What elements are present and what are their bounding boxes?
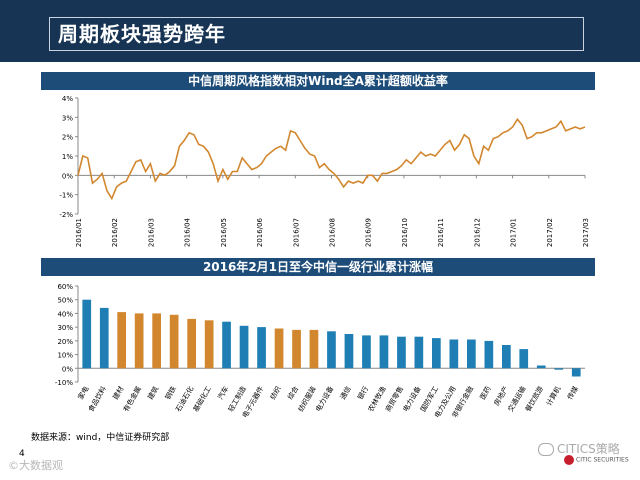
bar-chart-bar	[204, 320, 214, 369]
line-chart-x-tick-label: 2016/10	[401, 218, 409, 247]
line-chart-y-tick-label: 3%	[62, 114, 73, 122]
line-chart-x-tick-label: 2017/03	[582, 218, 590, 247]
bar-chart-bar	[571, 368, 581, 377]
bar-chart-x-tick-label: 医药	[478, 385, 493, 402]
line-chart-x-tick-label: 2016/08	[329, 218, 337, 247]
line-chart-y-tick-label: 0%	[62, 172, 73, 180]
bar-chart-bar	[467, 339, 476, 369]
watermark-left: ©大数据观	[8, 459, 63, 472]
bar-chart-x-tick-label: 房地产	[492, 385, 510, 408]
data-source: 数据来源：wind，中信证券研究部	[31, 433, 170, 443]
watermark-right-text: CITICS策略	[557, 442, 620, 456]
bar-chart-bar	[362, 335, 371, 369]
header-bar: 周期板块强势跨年	[0, 0, 640, 62]
bar-chart-x-tick-label: 银行	[355, 385, 370, 402]
bar-chart-x-tick-label: 综合	[285, 385, 300, 402]
bar-chart-bar	[239, 325, 249, 369]
bar-chart-bar	[99, 307, 109, 369]
line-chart-y-tick-label: -2%	[59, 211, 73, 219]
company-logo: CITIC SECURITIES	[564, 455, 629, 465]
bar-chart-bar	[379, 335, 389, 369]
watermark-right: CITICS策略	[538, 440, 620, 457]
bar-chart-bar	[414, 336, 424, 369]
bar-chart-bar	[152, 313, 161, 369]
page-number: 4	[19, 449, 25, 459]
bar-chart-bar	[449, 339, 459, 369]
bar-chart-x-tick-label: 汽车	[216, 385, 231, 402]
bar-chart-y-tick-label: 50%	[57, 297, 73, 305]
bar-chart-y-tick-label: 60%	[57, 283, 73, 291]
bar-chart-bar	[134, 313, 144, 369]
bar-chart-bar	[432, 338, 441, 369]
bar-chart-bar	[187, 318, 196, 369]
bar-chart-x-tick-label: 传媒	[565, 385, 580, 402]
bar-chart-bar	[554, 368, 564, 370]
slide-title: 周期板块强势跨年	[58, 22, 226, 46]
bar-chart-title: 2016年2月1日至今中信一级行业累计涨幅	[41, 258, 595, 276]
line-chart-x-tick-label: 2016/02	[111, 218, 119, 247]
line-chart-y-tick-label: 1%	[62, 153, 73, 161]
line-chart-x-tick-label: 2016/07	[292, 218, 300, 247]
bar-chart-bar	[117, 312, 126, 369]
line-chart-x-tick-label: 2016/09	[365, 218, 373, 247]
logo-text: CITIC SECURITIES	[576, 456, 629, 464]
bar-chart-bar	[344, 334, 354, 369]
bar-chart-y-tick-label: 0%	[62, 365, 73, 373]
bar-chart-y-tick-label: 30%	[57, 324, 73, 332]
line-chart-x-tick-label: 2016/01	[75, 218, 83, 247]
bar-chart-bar	[397, 336, 406, 369]
line-chart-x-tick-label: 2016/12	[473, 218, 481, 247]
bar-chart-bar	[327, 331, 336, 369]
bar-chart-x-tick-label: 建材	[111, 385, 126, 402]
bar-chart-y-tick-label: -10%	[55, 379, 73, 387]
bar-chart-bar	[82, 299, 92, 369]
bar-chart-bar	[484, 340, 494, 369]
bar-chart-bar	[292, 329, 301, 369]
line-chart-x-tick-label: 2017/02	[546, 218, 554, 247]
bar-chart-bar	[502, 345, 511, 369]
title-box: 周期板块强势跨年	[49, 17, 584, 51]
bar-chart-x-tick-label: 家电	[76, 385, 91, 402]
bar-chart-x-tick-label: 建筑	[146, 385, 161, 402]
bar-chart-y-tick-label: 40%	[57, 310, 73, 318]
bar-chart-bar	[274, 328, 284, 369]
line-chart-y-tick-label: 4%	[62, 95, 73, 103]
line-chart-title: 中信周期风格指数相对Wind全A累计超额收益率	[41, 72, 595, 90]
line-chart-x-tick-label: 2016/05	[220, 218, 228, 247]
bar-chart-x-tick-label: 计算机	[544, 385, 562, 408]
citic-logo-icon	[564, 455, 574, 465]
bar-chart-y-tick-label: 10%	[57, 352, 73, 360]
line-chart-y-tick-label: 2%	[62, 134, 73, 142]
bar-chart-x-tick-label: 通信	[338, 385, 353, 402]
bar-chart-y-tick-label: 20%	[57, 338, 73, 346]
line-chart-x-tick-label: 2016/04	[184, 217, 192, 247]
line-chart-y-tick-label: -1%	[59, 192, 73, 200]
bar-chart-bar	[519, 349, 529, 369]
bar-chart-x-tick-label: 钢铁	[163, 385, 178, 402]
bar-chart-bar	[309, 329, 319, 369]
line-chart-x-tick-label: 2017/01	[510, 218, 518, 247]
wechat-icon	[538, 443, 554, 456]
bar-chart-bar	[257, 327, 266, 369]
line-chart-x-tick-label: 2016/06	[256, 217, 264, 247]
bar-chart-bar	[169, 314, 179, 369]
bar-chart-bar	[222, 321, 231, 369]
bar-chart-x-tick-label: 纺织	[268, 385, 283, 402]
line-chart-series-line	[77, 117, 586, 201]
line-chart-x-tick-label: 2016/11	[437, 218, 445, 247]
bar-chart-bar	[536, 365, 546, 369]
line-chart-x-tick-label: 2016/03	[147, 218, 155, 247]
